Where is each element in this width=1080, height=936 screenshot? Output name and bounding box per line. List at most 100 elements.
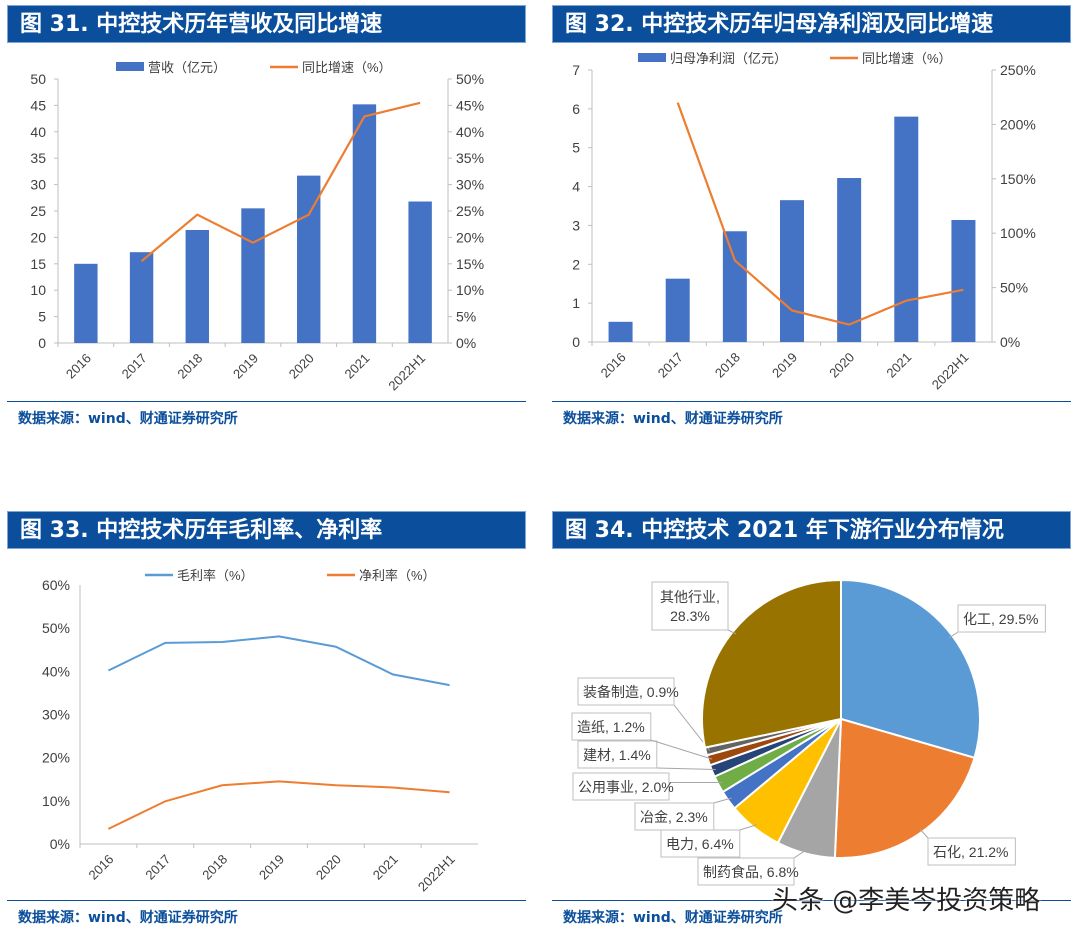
data-label-box bbox=[634, 802, 715, 831]
y-tick-label: 50 bbox=[30, 71, 46, 87]
bar bbox=[951, 219, 976, 342]
bar bbox=[837, 178, 862, 342]
y2-tick-label: 5% bbox=[456, 309, 476, 325]
x-tick-label: 2017 bbox=[655, 350, 686, 381]
bar bbox=[780, 200, 804, 342]
data-label-box bbox=[577, 677, 675, 706]
data-label-box bbox=[572, 772, 670, 801]
data-label-box bbox=[697, 857, 795, 886]
y-tick-label: 40 bbox=[30, 124, 46, 140]
legend-label: 净利率（%） bbox=[359, 568, 436, 583]
data-label-box bbox=[571, 712, 652, 741]
x-tick-label: 2022H1 bbox=[415, 852, 458, 895]
legend-swatch-bar bbox=[638, 53, 666, 62]
y2-tick-label: 50% bbox=[1000, 280, 1028, 296]
y-tick-label: 30 bbox=[30, 177, 46, 193]
data-label: 化工, 29.5% bbox=[963, 611, 1038, 627]
pie-slice bbox=[701, 578, 842, 749]
figure-34-source: 数据来源：wind、财通证券研究所 bbox=[563, 910, 783, 926]
y2-tick-label: 35% bbox=[456, 150, 484, 166]
leader-line bbox=[948, 631, 959, 639]
leader-line bbox=[919, 828, 929, 839]
divider bbox=[7, 900, 526, 901]
figure-32-title: 图 32. 中控技术历年归母净利润及同比增速 bbox=[552, 5, 1071, 43]
watermark: 头条 @李美岑投资策略 bbox=[772, 886, 1041, 916]
y2-tick-label: 25% bbox=[456, 203, 484, 219]
y2-tick-label: 20% bbox=[456, 229, 484, 245]
data-label: 冶金, 2.3% bbox=[640, 809, 708, 825]
x-tick-label: 2018 bbox=[174, 351, 205, 382]
series-line bbox=[107, 780, 450, 830]
data-label-box bbox=[651, 581, 729, 631]
bar bbox=[894, 116, 919, 342]
bar bbox=[408, 201, 432, 343]
leader-line bbox=[793, 849, 807, 859]
data-label: 石化, 21.2% bbox=[933, 844, 1008, 860]
bar bbox=[185, 230, 209, 343]
leader-line bbox=[739, 824, 758, 831]
x-tick-label: 2021 bbox=[341, 351, 372, 382]
legend-label: 归母净利润（亿元） bbox=[670, 51, 787, 66]
x-tick-label: 2019 bbox=[769, 350, 800, 381]
data-label-box bbox=[927, 837, 1016, 866]
y-tick-label: 7 bbox=[572, 62, 580, 78]
x-tick-label: 2020 bbox=[313, 852, 344, 883]
x-tick-label: 2016 bbox=[85, 852, 116, 883]
y-tick-label: 20% bbox=[42, 750, 70, 766]
x-tick-label: 2020 bbox=[826, 350, 857, 381]
legend-swatch-bar bbox=[116, 62, 144, 71]
y-tick-label: 2 bbox=[572, 256, 580, 272]
growth-line bbox=[676, 102, 964, 326]
x-tick-label: 2019 bbox=[230, 351, 261, 382]
y-tick-label: 40% bbox=[42, 663, 70, 679]
y-tick-label: 60% bbox=[42, 577, 70, 593]
y-tick-label: 10% bbox=[42, 793, 70, 809]
y-tick-label: 10 bbox=[30, 282, 46, 298]
divider bbox=[7, 401, 526, 402]
y2-tick-label: 200% bbox=[1000, 116, 1036, 132]
data-label: 建材, 1.4% bbox=[583, 747, 651, 763]
data-label-box bbox=[957, 604, 1046, 633]
leader-line bbox=[650, 739, 713, 760]
y-tick-label: 45 bbox=[30, 97, 46, 113]
y2-tick-label: 50% bbox=[456, 71, 484, 87]
figure-33-title: 图 33. 中控技术历年毛利率、净利率 bbox=[7, 511, 526, 549]
growth-line bbox=[140, 101, 421, 263]
data-label: 公用事业, 2.0% bbox=[578, 779, 674, 795]
y-tick-label: 35 bbox=[30, 150, 46, 166]
x-tick-label: 2022H1 bbox=[385, 351, 428, 394]
figure-31-source: 数据来源：wind、财通证券研究所 bbox=[18, 411, 238, 427]
y-tick-label: 15 bbox=[30, 256, 46, 272]
data-label: 制药食品, 6.8% bbox=[703, 864, 799, 880]
divider bbox=[552, 401, 1071, 402]
y-tick-label: 50% bbox=[42, 620, 70, 636]
y2-tick-label: 0% bbox=[1000, 334, 1020, 350]
data-label: 其他行业, 28.3% bbox=[660, 589, 720, 624]
x-tick-label: 2017 bbox=[142, 852, 173, 883]
legend-label: 同比增速（%） bbox=[862, 51, 952, 66]
x-tick-label: 2018 bbox=[199, 852, 230, 883]
y-tick-label: 5 bbox=[572, 140, 580, 156]
x-tick-label: 2022H1 bbox=[929, 350, 972, 393]
leader-line bbox=[713, 797, 732, 804]
x-tick-label: 2016 bbox=[598, 350, 629, 381]
y2-tick-label: 10% bbox=[456, 282, 484, 298]
bar bbox=[665, 278, 690, 342]
legend-label: 同比增速（%） bbox=[302, 60, 392, 75]
figure-33-source: 数据来源：wind、财通证券研究所 bbox=[18, 910, 238, 926]
y-tick-label: 20 bbox=[30, 229, 46, 245]
bar bbox=[241, 208, 265, 343]
leader-line bbox=[656, 767, 716, 770]
legend-label: 毛利率（%） bbox=[177, 568, 254, 583]
data-label: 装备制造, 0.9% bbox=[583, 684, 679, 700]
x-tick-label: 2019 bbox=[256, 852, 287, 883]
figure-34-title: 图 34. 中控技术 2021 年下游行业分布情况 bbox=[552, 511, 1071, 549]
x-tick-label: 2021 bbox=[370, 852, 401, 883]
legend-label: 营收（亿元） bbox=[148, 60, 226, 75]
y-tick-label: 0 bbox=[572, 334, 580, 350]
y-tick-label: 0% bbox=[50, 836, 70, 852]
figure-32-source: 数据来源：wind、财通证券研究所 bbox=[563, 411, 783, 427]
leader-line bbox=[727, 629, 737, 635]
y-tick-label: 1 bbox=[572, 295, 580, 311]
